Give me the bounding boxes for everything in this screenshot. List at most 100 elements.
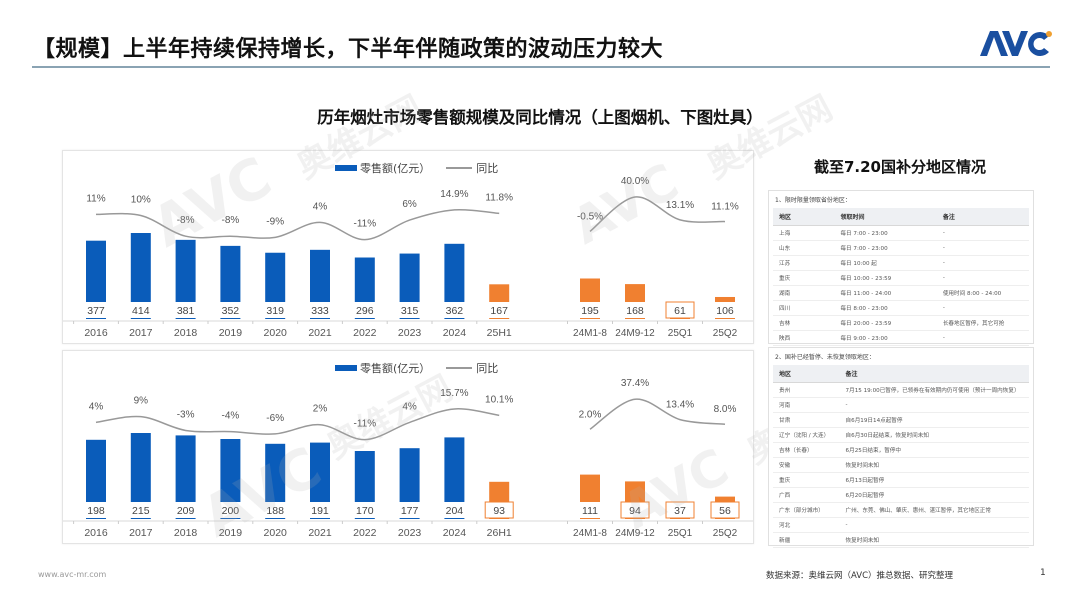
table-row: 广西 6月20日起暂停 [773,487,1029,503]
x-tick-label: 24M1-8 [573,528,607,539]
yoy-label: 40.0% [621,176,649,187]
table-row: 山东 每日 7:00 - 23:00- [773,240,1029,256]
bar [220,439,241,519]
table-cell: 江苏 [773,255,835,271]
x-tick-label: 25Q1 [668,328,693,339]
legend-bar-swatch [335,165,357,171]
yoy-label: 10.1% [485,394,513,405]
bar [310,442,330,519]
table-cell: 甘肃 [773,412,840,428]
x-tick-label: 2016 [84,327,108,339]
table-row: 辽宁（沈阳 / 大连） 自6月30日起结束，恢复时间未知 [773,427,1029,443]
table-cell: 使用时间 8:00 - 24:00 [936,285,1029,301]
table-header-cell: 地区 [773,365,840,383]
table-cell: 四川 [773,300,835,316]
table-cell: 每日 8:00 - 23:00 [834,300,937,316]
bar [86,439,106,519]
table-header-cell: 备注 [936,208,1029,226]
bar-label-bg [306,502,334,518]
table1-caption: 1、限时限量领取省份地区： [775,197,851,204]
paused-regions-box: 2、国补已经暂停、未恢复领取地区： 地区 备注 贵州 7月15 19:00已暂停，已… [768,347,1034,548]
bar-label-bg [665,301,695,319]
table-cell: 吉林 [773,315,835,331]
page-title: 【规模】上半年持续保持增长，下半年伴随政策的波动压力较大 [33,37,664,62]
x-tick-label: 2024 [443,327,467,339]
yoy-line [95,408,500,441]
table-cell: 重庆 [773,270,835,286]
table-cell: 广西 [773,487,840,503]
table-row: 吉林（长春） 6月25日结束，暂停中 [773,442,1029,458]
bar-label-bg [171,302,200,318]
bar-label-bg [440,502,469,518]
bar-label-bg [440,302,469,318]
table-cell: 贵州 [773,382,840,398]
bar [175,239,196,319]
stove-chart: 198 2016 4% 215 2017 9% 209 2018 -3% 200 2019 -4% 18… [63,378,753,539]
bar-label-bg [82,302,110,318]
yoy-line [95,208,500,241]
bar-value-label: 381 [177,305,195,317]
table-cell: 恢复时间未知 [839,532,1029,548]
table-cell: 吉林（长春） [773,442,840,458]
yoy-label: 2% [313,404,328,415]
bar-value-label: 167 [490,305,508,317]
x-tick-label: 2023 [398,327,422,339]
bar-value-label: 61 [674,305,686,317]
yoy-label: 13.1% [666,200,694,211]
table-cell: - [936,330,1029,346]
yoy-label: 37.4% [621,378,649,389]
bar [444,243,465,319]
yoy-label: -8% [177,215,195,226]
bar-value-label: 188 [266,505,284,517]
table-header-cell: 备注 [839,365,1029,383]
bar-label-bg [126,302,155,318]
bar-value-label: 315 [401,305,419,317]
table-row: 江苏 每日 10:00 起- [773,255,1029,271]
bar-label-bg [261,302,290,318]
chart-legend: 零售额(亿元） 同比 [335,160,498,176]
paused-regions-table: 地区 备注 贵州 7月15 19:00已暂停，已领券在有效期内仍可使用（预计一周内恢… [773,365,1029,548]
avc-logo [980,31,1052,56]
table-cell: - [839,517,1029,533]
timed-regions-box: 1、限时限量领取省份地区： 地区 领取时间 备注 上海 每日 7:00 - 23:00… [768,190,1034,346]
table-cell: 6月25日结束，暂停中 [839,442,1029,458]
subsidy-title: 截至7.20国补分地区情况 [813,158,986,176]
range-hood-chart: 377 2016 11% 414 2017 10% 381 2018 -8% 352 2019 -8%… [63,176,753,339]
yoy-label: 11.8% [485,192,513,203]
x-tick-label: 25H1 [487,327,512,339]
table-cell: 每日 9:00 - 23:00 [834,330,937,346]
table-cell: 湖南 [773,285,835,301]
x-tick-label: 24M9-12 [615,528,655,539]
table-row: 重庆 6月13日起暂停 [773,472,1029,488]
bar-label-bg [620,501,650,519]
bar-value-label: 204 [446,505,464,517]
yoy-label: 15.7% [440,388,468,399]
chart-legend: 零售额(亿元） 同比 [335,360,498,376]
bar-label-bg [82,502,110,518]
x-tick-label: 25Q2 [713,528,738,539]
page-number: 1 [1040,568,1046,578]
bar-label-bg [576,502,604,518]
table-cell: 山东 [773,240,835,256]
bar-value-label: 195 [581,305,599,317]
table-row: 吉林 每日 20:00 - 23:59 长春地区暂停，其它可抢 [773,315,1029,331]
table-cell: 长春地区暂停，其它可抢 [936,315,1029,331]
table-cell: 每日 7:00 - 23:00 [834,240,937,256]
table-cell: 自6月19日14点起暂停 [839,412,1029,428]
website-link[interactable]: www.avc-mr.com [38,570,107,579]
yoy-label: 9% [134,396,149,407]
bar-value-label: 319 [266,305,284,317]
bar [130,233,151,319]
table-row: 四川 每日 8:00 - 23:00- [773,300,1029,316]
x-tick-label: 2018 [174,527,198,539]
bar-label-bg [621,302,649,318]
bar-value-label: 37 [674,505,686,517]
table-row: 河南 - [773,397,1029,413]
bar-label-bg [171,502,200,518]
yoy-label: 6% [402,199,417,210]
legend-line-label: 同比 [476,162,499,175]
data-source: 数据来源：奥维云网（AVC）推总数据、研究整理 [766,571,954,581]
bar-label-bg [665,501,695,519]
x-tick-label: 25Q2 [713,328,738,339]
bar-value-label: 200 [222,505,240,517]
